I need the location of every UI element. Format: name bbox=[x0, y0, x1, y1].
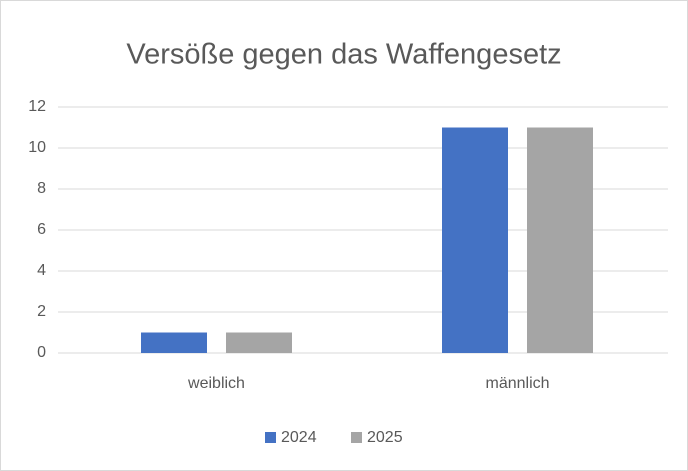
bar bbox=[527, 127, 593, 353]
y-tick-label: 2 bbox=[37, 303, 46, 320]
x-tick-label: männlich bbox=[485, 375, 549, 392]
y-tick-label: 0 bbox=[37, 344, 46, 361]
legend-label: 2025 bbox=[367, 429, 403, 446]
x-tick-label: weiblich bbox=[187, 375, 245, 392]
chart-title: Versöße gegen das Waffengesetz bbox=[126, 39, 561, 71]
legend-label: 2024 bbox=[281, 429, 317, 446]
bar bbox=[141, 332, 207, 353]
y-tick-label: 6 bbox=[37, 221, 46, 238]
bar bbox=[442, 127, 508, 353]
y-tick-label: 12 bbox=[28, 98, 46, 115]
legend-swatch bbox=[351, 432, 362, 443]
y-tick-label: 10 bbox=[28, 139, 46, 156]
legend-swatch bbox=[265, 432, 276, 443]
y-tick-label: 8 bbox=[37, 180, 46, 197]
y-tick-label: 4 bbox=[37, 262, 46, 279]
bar bbox=[226, 332, 292, 353]
